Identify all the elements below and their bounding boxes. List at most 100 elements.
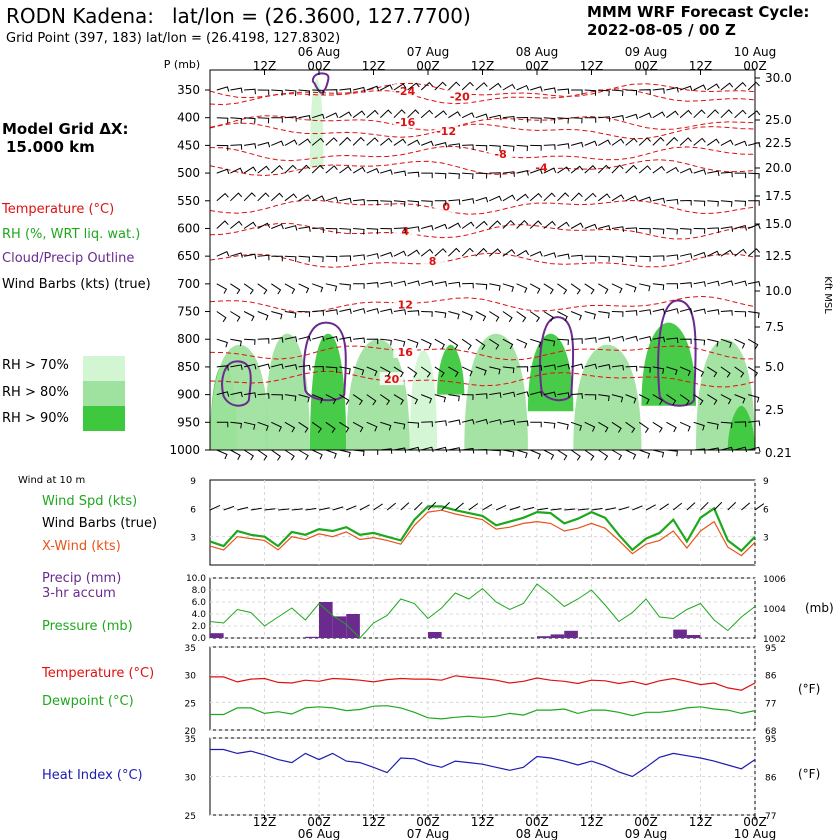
wind-barb bbox=[734, 311, 747, 317]
wind-barb bbox=[570, 141, 584, 148]
height-tick-label: 20.0 bbox=[765, 161, 792, 175]
heat-tick-left: 30 bbox=[185, 774, 197, 784]
wind-barb bbox=[529, 311, 540, 323]
surface-wind-barb bbox=[550, 508, 562, 511]
time-hour-label-bottom: 12Z bbox=[253, 815, 277, 829]
height-tick-label: 17.5 bbox=[765, 189, 792, 203]
wind-barb bbox=[557, 283, 568, 295]
time-date-label-bottom: 07 Aug bbox=[407, 827, 450, 840]
wind-barb bbox=[652, 283, 665, 291]
height-tick-label: 0.21 bbox=[765, 446, 792, 460]
wind-barb bbox=[448, 366, 459, 378]
wind-barb bbox=[407, 82, 420, 91]
pressure-tick-label: 800 bbox=[177, 332, 200, 346]
time-hour-label-top: 12Z bbox=[580, 59, 604, 73]
wind-barb bbox=[380, 421, 392, 431]
wind-barb bbox=[680, 338, 692, 345]
surface-wind-barb bbox=[291, 508, 303, 511]
time-hour-label-bottom: 00Z bbox=[416, 815, 440, 829]
wind-barb bbox=[598, 421, 609, 433]
wind-barb bbox=[298, 311, 311, 317]
wind-barb bbox=[311, 449, 323, 460]
wind-barb bbox=[461, 221, 475, 229]
wind-barb bbox=[584, 283, 595, 295]
wind-barb bbox=[312, 227, 324, 233]
legend-precip-accum: 3-hr accum bbox=[42, 586, 116, 601]
wind-barb bbox=[543, 252, 557, 258]
wind-barb bbox=[625, 137, 638, 146]
wind-barb bbox=[339, 394, 350, 405]
wind-barb bbox=[516, 391, 529, 397]
wind-barb bbox=[271, 394, 283, 400]
surface-wind-barb bbox=[482, 503, 493, 511]
wind-barb bbox=[475, 283, 488, 290]
wind-barb bbox=[720, 82, 734, 91]
wind-barb bbox=[216, 86, 230, 92]
wind-barb bbox=[734, 140, 748, 147]
temperature-label-bg bbox=[393, 344, 418, 358]
wind-barb bbox=[475, 220, 488, 229]
wind-barb bbox=[748, 172, 760, 179]
wind-barb bbox=[543, 192, 556, 202]
wind-barb bbox=[584, 164, 597, 174]
rh-region bbox=[264, 333, 310, 450]
wind-barb bbox=[271, 311, 283, 320]
legend-x-wind: X-Wind (kts) bbox=[42, 539, 121, 554]
pressure-tick-label: 600 bbox=[177, 221, 200, 235]
cloud-outline bbox=[539, 316, 575, 402]
wind-barb bbox=[489, 338, 500, 350]
wind-barb bbox=[380, 281, 393, 287]
wind-barb bbox=[693, 200, 706, 207]
pressure-tick-label: 850 bbox=[177, 360, 200, 374]
wind-barb bbox=[216, 391, 230, 397]
temperature-contour bbox=[209, 122, 756, 140]
wind-barb bbox=[462, 394, 474, 400]
temperature-contour bbox=[209, 370, 756, 388]
wind-barb bbox=[284, 283, 296, 294]
wind-barb bbox=[475, 196, 489, 203]
wind-barb bbox=[597, 164, 611, 174]
wind-barb bbox=[611, 394, 624, 403]
surface-wind-barb bbox=[414, 501, 423, 511]
wind-barb bbox=[516, 116, 529, 123]
wind-barb bbox=[680, 282, 692, 288]
wind-barb bbox=[380, 308, 393, 315]
wind-barb bbox=[462, 198, 475, 204]
wind-barb bbox=[693, 421, 705, 431]
wind-barb bbox=[693, 251, 707, 258]
wind-barb bbox=[707, 200, 719, 207]
temp-tick-left: 35 bbox=[185, 644, 196, 654]
wind-barb bbox=[462, 282, 474, 289]
wind-barb bbox=[243, 311, 255, 322]
precip-bar bbox=[319, 602, 333, 638]
wind-barb bbox=[216, 283, 228, 294]
wind-barb bbox=[543, 364, 556, 370]
wind-barb bbox=[707, 394, 718, 405]
wind-barb bbox=[230, 283, 241, 295]
precip-bar bbox=[305, 636, 319, 638]
wind-barb bbox=[625, 283, 637, 293]
temp-f-unit-label: (°F) bbox=[798, 682, 820, 696]
legend-rh: RH (%, WRT liq. wat.) bbox=[2, 227, 141, 242]
wind-barb bbox=[284, 421, 296, 433]
cloud-outline bbox=[221, 360, 252, 407]
height-tick-label: 2.5 bbox=[765, 403, 784, 417]
wind-barb bbox=[570, 165, 584, 174]
wind-barb bbox=[257, 89, 270, 96]
precip-tick-label: 4.0 bbox=[192, 610, 207, 620]
heat-tick-left: 25 bbox=[185, 812, 196, 822]
wind-barb bbox=[543, 144, 556, 150]
time-hour-label-top: 12Z bbox=[689, 59, 713, 73]
time-hour-label-top: 12Z bbox=[253, 59, 277, 73]
wind-barb bbox=[230, 421, 242, 429]
time-date-label-top: 09 Aug bbox=[625, 45, 668, 59]
wind-barb bbox=[693, 338, 706, 346]
wind-barb bbox=[420, 338, 432, 349]
legend-dewpoint: Dewpoint (°C) bbox=[42, 694, 134, 709]
wind-barb bbox=[407, 109, 420, 119]
wind-barb bbox=[353, 283, 365, 289]
wind-barb bbox=[489, 366, 501, 375]
time-hour-label-bottom: 12Z bbox=[689, 815, 713, 829]
wind-barb bbox=[353, 228, 365, 235]
wind-barb bbox=[625, 255, 638, 263]
